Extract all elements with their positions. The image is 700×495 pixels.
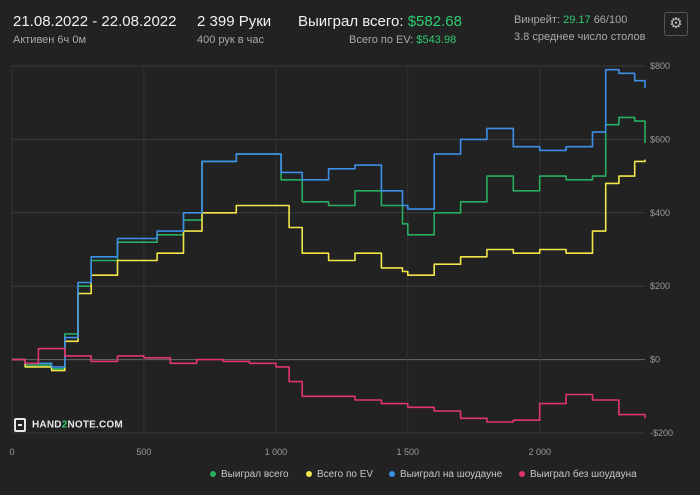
legend-dot-icon: [389, 471, 395, 478]
date-range: 21.08.2022 - 22.08.2022: [13, 13, 177, 30]
y-tick-label: $600: [650, 134, 670, 144]
x-tick-label: 500: [136, 447, 151, 457]
gear-icon[interactable]: ⚙: [664, 12, 688, 36]
won-total-label: Выиграл всего:: [298, 13, 404, 30]
legend-label: Выиграл без шоудауна: [530, 469, 637, 480]
legend-item-showdown[interactable]: Выиграл на шоудауне: [389, 469, 502, 480]
legend-dot-icon: [519, 471, 525, 478]
hands-rate: 400 рук в час: [197, 34, 265, 46]
x-tick-label: 1 000: [265, 447, 288, 457]
legend-item-no-showdown[interactable]: Выиграл без шоудауна: [519, 469, 637, 480]
avg-tables: 3.8 среднее число столов: [514, 31, 646, 43]
x-tick-label: 1 500: [397, 447, 420, 457]
winrate: Винрейт: 29.17 66/100: [514, 14, 627, 26]
legend-dot-icon: [210, 471, 216, 478]
x-tick-label: 0: [9, 447, 14, 457]
x-tick-label: 2 000: [528, 447, 551, 457]
legend-item-ev[interactable]: Всего по EV: [306, 469, 373, 480]
active-time: Активен 6ч 0м: [13, 34, 87, 46]
legend-label: Выиграл всего: [221, 469, 289, 480]
hands-count: 2 399 Руки: [197, 13, 272, 30]
ev-total-value: $543.98: [416, 34, 457, 46]
y-tick-label: $400: [650, 208, 670, 218]
winrate-extra: 66/100: [593, 14, 628, 26]
chart-ticks: $800 $600 $400 $200 $0 -$200 0 500 1 000 1 500 2 0…: [9, 61, 673, 457]
logo-text-mid: 2: [61, 419, 68, 431]
ev-total: Всего по EV: $543.98: [349, 34, 456, 46]
logo-mark-icon: [14, 418, 26, 432]
y-tick-label: -$200: [650, 428, 673, 438]
y-tick-label: $0: [650, 355, 660, 365]
winrate-value: 29.17: [563, 14, 591, 26]
series-line-2: [12, 68, 646, 368]
chart-series: [12, 68, 646, 423]
winrate-label: Винрейт:: [514, 14, 561, 26]
hand2note-logo: HAND2NOTE.COM: [14, 418, 123, 432]
logo-text-pre: HAND: [32, 419, 62, 431]
won-total-value: $582.68: [407, 13, 462, 30]
legend-label: Всего по EV: [317, 469, 374, 480]
ev-total-label: Всего по EV:: [349, 34, 414, 46]
logo-text-post: NOTE.COM: [67, 419, 123, 431]
won-total: Выиграл всего: $582.68: [298, 13, 462, 30]
legend-item-won-total[interactable]: Выиграл всего: [210, 469, 289, 480]
chart-area: $800 $600 $400 $200 $0 -$200 0 500 1 000 1 500 2 0…: [9, 61, 673, 457]
series-line-3: [12, 347, 646, 423]
legend-dot-icon: [306, 471, 312, 478]
legend-label: Выиграл на шоудауне: [400, 469, 503, 480]
y-tick-label: $800: [650, 61, 670, 71]
y-tick-label: $200: [650, 281, 670, 291]
series-line-1: [12, 159, 646, 372]
chart-legend: Выиграл всего Всего по EV Выиграл на шоу…: [0, 469, 700, 489]
series-line-0: [12, 116, 646, 370]
